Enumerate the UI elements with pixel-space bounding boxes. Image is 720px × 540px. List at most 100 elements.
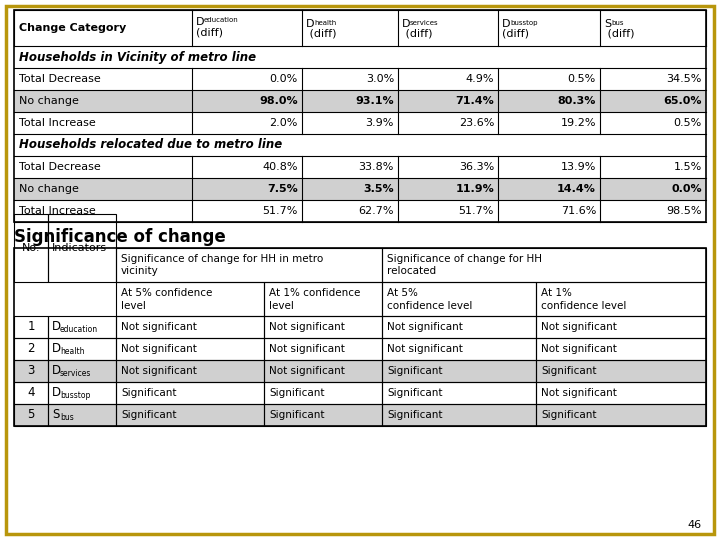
- Text: bus: bus: [60, 414, 73, 422]
- Bar: [382, 360, 536, 382]
- Bar: [536, 404, 706, 426]
- Bar: [14, 10, 706, 222]
- Bar: [14, 214, 48, 282]
- Text: (diff): (diff): [306, 29, 336, 38]
- Text: Total Increase: Total Increase: [19, 118, 96, 128]
- Bar: [536, 282, 706, 316]
- Bar: [382, 360, 536, 382]
- Text: 0.5%: 0.5%: [568, 74, 596, 84]
- Bar: [48, 404, 116, 426]
- Bar: [264, 360, 382, 382]
- Text: 3.0%: 3.0%: [366, 74, 394, 84]
- Text: 71.6%: 71.6%: [561, 206, 596, 216]
- Text: (diff): (diff): [604, 29, 634, 38]
- Bar: [116, 316, 264, 338]
- Bar: [48, 360, 116, 382]
- Bar: [116, 282, 264, 316]
- Text: Not significant: Not significant: [269, 366, 345, 376]
- Bar: [14, 404, 48, 426]
- Bar: [14, 248, 706, 426]
- Text: 4.9%: 4.9%: [466, 74, 494, 84]
- Text: Total Decrease: Total Decrease: [19, 74, 101, 84]
- Text: 0.5%: 0.5%: [674, 118, 702, 128]
- Text: 23.6%: 23.6%: [459, 118, 494, 128]
- Text: Not significant: Not significant: [121, 366, 197, 376]
- Text: education: education: [60, 326, 98, 334]
- Bar: [116, 382, 264, 404]
- Text: 2: 2: [27, 342, 35, 355]
- Bar: [264, 360, 382, 382]
- Bar: [264, 338, 382, 360]
- Text: Significant: Significant: [387, 410, 443, 420]
- Text: 14.4%: 14.4%: [557, 184, 596, 194]
- Text: Significant: Significant: [121, 388, 176, 398]
- Text: Not significant: Not significant: [269, 344, 345, 354]
- Bar: [14, 68, 706, 90]
- Text: No change: No change: [19, 184, 79, 194]
- Bar: [536, 338, 706, 360]
- Text: At 5% confidence: At 5% confidence: [121, 288, 212, 298]
- Text: Significant: Significant: [541, 366, 596, 376]
- Text: confidence level: confidence level: [387, 301, 472, 311]
- Bar: [14, 404, 48, 426]
- Text: Change Category: Change Category: [19, 23, 126, 33]
- Bar: [264, 404, 382, 426]
- Text: Significant: Significant: [269, 388, 325, 398]
- Text: D: D: [52, 364, 61, 377]
- Text: 98.5%: 98.5%: [667, 206, 702, 216]
- Bar: [116, 248, 382, 282]
- Bar: [264, 316, 382, 338]
- Text: 65.0%: 65.0%: [664, 96, 702, 106]
- Text: (diff): (diff): [402, 29, 433, 38]
- Bar: [116, 316, 264, 338]
- Text: Significance of change for HH in metro: Significance of change for HH in metro: [121, 254, 323, 264]
- Bar: [14, 178, 706, 200]
- Text: bus: bus: [611, 20, 624, 26]
- Text: health: health: [60, 348, 84, 356]
- Text: 5: 5: [27, 408, 35, 422]
- Text: Total Increase: Total Increase: [19, 206, 96, 216]
- Bar: [14, 382, 48, 404]
- Text: Not significant: Not significant: [269, 322, 345, 332]
- Text: 51.7%: 51.7%: [459, 206, 494, 216]
- Text: Households in Vicinity of metro line: Households in Vicinity of metro line: [19, 51, 256, 64]
- Bar: [536, 360, 706, 382]
- Bar: [382, 282, 536, 316]
- Bar: [382, 404, 536, 426]
- Text: 13.9%: 13.9%: [561, 162, 596, 172]
- Text: Significance of change: Significance of change: [14, 228, 226, 246]
- Bar: [48, 382, 116, 404]
- Text: 34.5%: 34.5%: [667, 74, 702, 84]
- Bar: [14, 134, 706, 156]
- Text: Not significant: Not significant: [541, 344, 617, 354]
- Text: 33.8%: 33.8%: [359, 162, 394, 172]
- Bar: [536, 360, 706, 382]
- Bar: [48, 360, 116, 382]
- Bar: [14, 316, 48, 338]
- Text: D: D: [196, 17, 204, 26]
- Text: 46: 46: [688, 520, 702, 530]
- Bar: [382, 338, 536, 360]
- Bar: [264, 282, 382, 316]
- Bar: [14, 10, 706, 46]
- Text: vicinity: vicinity: [121, 266, 158, 276]
- Bar: [116, 404, 264, 426]
- Text: 36.3%: 36.3%: [459, 162, 494, 172]
- Text: Indicators: Indicators: [52, 243, 107, 253]
- Text: 0.0%: 0.0%: [671, 184, 702, 194]
- Text: Not significant: Not significant: [541, 322, 617, 332]
- Text: 3.9%: 3.9%: [366, 118, 394, 128]
- Bar: [14, 382, 48, 404]
- Text: 7.5%: 7.5%: [267, 184, 298, 194]
- Text: D: D: [52, 321, 61, 334]
- Bar: [382, 248, 706, 282]
- Text: 1.5%: 1.5%: [674, 162, 702, 172]
- Text: 11.9%: 11.9%: [455, 184, 494, 194]
- Text: 98.0%: 98.0%: [259, 96, 298, 106]
- Text: (diff): (diff): [196, 28, 223, 37]
- Bar: [116, 404, 264, 426]
- Text: health: health: [314, 20, 336, 26]
- Bar: [264, 382, 382, 404]
- Bar: [14, 360, 48, 382]
- Text: D: D: [52, 387, 61, 400]
